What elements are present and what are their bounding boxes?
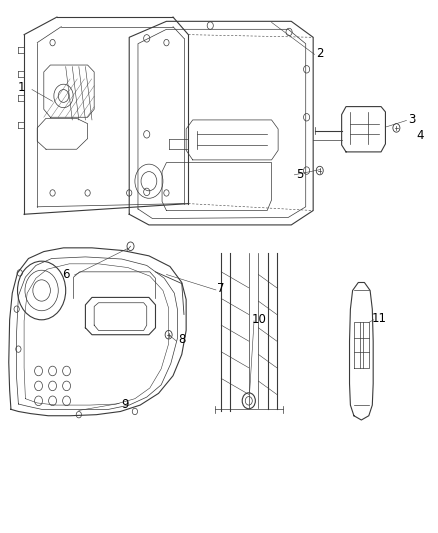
Text: 3: 3 <box>408 114 415 126</box>
Text: 2: 2 <box>316 47 324 60</box>
Text: 11: 11 <box>371 312 386 325</box>
Text: 6: 6 <box>62 268 70 281</box>
Text: 9: 9 <box>121 398 129 410</box>
Text: 4: 4 <box>417 130 424 142</box>
Text: 5: 5 <box>297 168 304 181</box>
Text: 7: 7 <box>217 282 225 295</box>
Text: 1: 1 <box>18 82 26 94</box>
Text: 8: 8 <box>178 333 185 346</box>
Text: 10: 10 <box>252 313 267 326</box>
